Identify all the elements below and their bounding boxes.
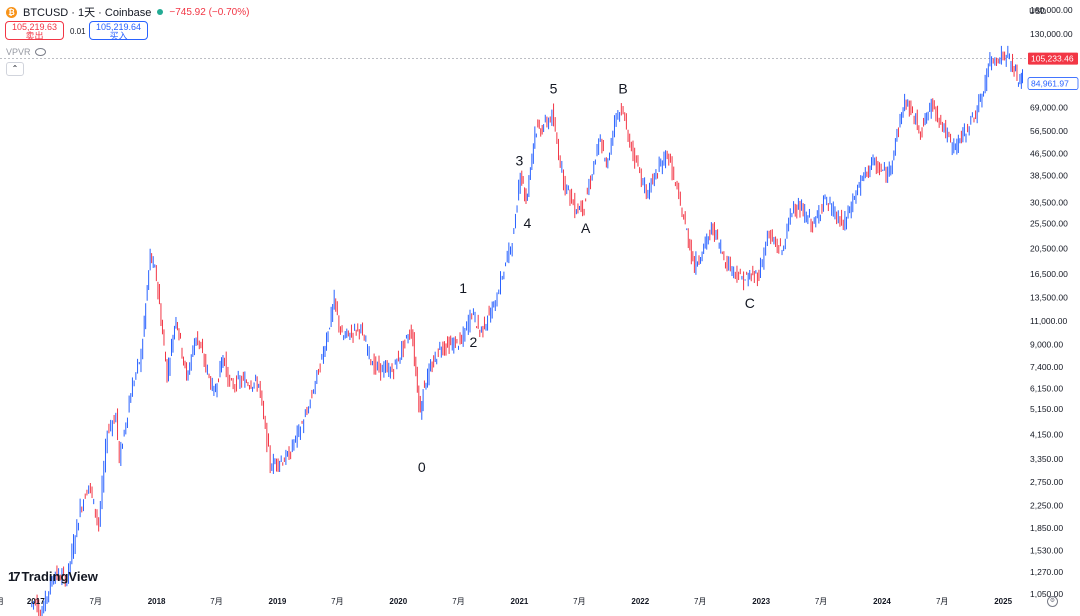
last-price-tag: [1028, 52, 1078, 65]
price-tick-label: 69,000.00: [1030, 103, 1068, 113]
wave-label: 1: [459, 280, 467, 296]
price-tick-label: 1,050.00: [1030, 589, 1063, 599]
time-tick-label: 2023: [752, 597, 770, 606]
market-status-icon: [157, 9, 164, 15]
price-change: −745.92 (−0.70%): [169, 6, 250, 18]
price-tick-label: 2,750.00: [1030, 477, 1063, 487]
price-tick-label: 38,500.00: [1030, 171, 1068, 181]
time-tick-label: 2020: [389, 597, 407, 606]
time-tick-label: 7月: [815, 597, 827, 606]
time-tick-label: 7月: [210, 597, 222, 606]
tradingview-logo[interactable]: 17 TradingView: [8, 569, 98, 584]
indicator-legend[interactable]: VPVR: [6, 47, 46, 57]
current-price-tag: [1027, 77, 1079, 90]
time-tick-label: 2025: [994, 597, 1012, 606]
price-tick-label: 9,000.00: [1030, 339, 1063, 349]
price-tick-label: 1,530.00: [1030, 545, 1063, 555]
tradingview-logo-text: TradingView: [21, 569, 98, 584]
current-price-label: 84,961.97: [1031, 79, 1069, 89]
price-tick-label: 1,850.00: [1030, 523, 1063, 533]
price-tick-label: 1,270.00: [1030, 567, 1063, 577]
price-tick-label: 5,150.00: [1030, 404, 1063, 414]
wave-annotations: 0 1 2 3 4 5 A B C: [418, 80, 755, 475]
wave-label: 3: [516, 152, 524, 168]
buy-button[interactable]: 105,219.64 买入: [89, 21, 148, 41]
price-tick-label: 11,000.00: [1030, 316, 1067, 326]
price-tick-label: 25,500.00: [1030, 218, 1068, 228]
indicator-name: VPVR: [6, 47, 31, 57]
sell-button[interactable]: 105,219.63 卖出: [5, 21, 64, 41]
wave-label: 5: [550, 80, 558, 96]
time-tick-label: 2017: [27, 597, 45, 606]
time-axis[interactable]: 月 2017 7月 2018 7月 2019 7月 2020 7月 2021 7月 2022 7月 202…: [0, 597, 1013, 606]
time-tick-label: 7月: [331, 597, 343, 606]
time-tick-label: 2022: [631, 597, 649, 606]
sell-price: 105,219.63: [11, 22, 58, 32]
wave-label: 0: [418, 459, 426, 475]
wave-label: 2: [470, 334, 478, 350]
price-tick-label: 7,400.00: [1030, 362, 1063, 372]
bitcoin-icon: ₿: [6, 6, 17, 18]
price-tick-label: 13,500.00: [1030, 292, 1068, 302]
symbol-title[interactable]: BTCUSD · 1天 · Coinbase: [23, 7, 152, 19]
price-tick-label: 30,500.00: [1030, 198, 1068, 208]
time-tick-label: 2018: [148, 597, 166, 606]
symbol-header: ₿ BTCUSD · 1天 · Coinbase −745.92 (−0.70%…: [6, 4, 249, 20]
buy-price: 105,219.64: [95, 22, 142, 32]
price-tick-label: 6,150.00: [1030, 384, 1063, 394]
tradingview-logo-mark: 17: [8, 569, 21, 584]
time-tick-label: 2021: [511, 597, 529, 606]
time-tick-label: 7月: [694, 597, 706, 606]
sell-label: 卖出: [25, 31, 44, 41]
wave-label: 4: [523, 215, 531, 231]
price-tick-label: 16,500.00: [1030, 269, 1068, 279]
price-tick-label: 4,150.00: [1030, 429, 1063, 439]
price-axis[interactable]: 1,050.00 1,270.00 1,530.00 1,850.00 2,250.00…: [1027, 5, 1079, 599]
settings-icon[interactable]: ⚙: [1047, 596, 1058, 607]
price-tick-label: 130,000.00: [1030, 29, 1073, 39]
price-tick-label: 2,250.00: [1030, 500, 1063, 510]
price-tick-label: 20,500.00: [1030, 244, 1068, 254]
price-series: [31, 45, 1024, 616]
eye-icon[interactable]: [34, 48, 46, 56]
time-tick-label: 7月: [573, 597, 585, 606]
price-tick-label: 56,500.00: [1030, 126, 1068, 136]
buy-label: 买入: [109, 31, 128, 41]
currency-label[interactable]: USD: [1029, 7, 1046, 16]
price-tick-label: 160,000.00: [1030, 5, 1073, 15]
time-tick-label: 7月: [452, 597, 464, 606]
time-tick-label: 2024: [873, 597, 891, 606]
collapse-legend-button[interactable]: ⌃: [6, 62, 24, 76]
price-tick-label: 3,350.00: [1030, 454, 1063, 464]
time-tick-label: 7月: [89, 597, 101, 606]
time-tick-label: 2019: [269, 597, 287, 606]
price-tick-label: 46,500.00: [1030, 149, 1068, 159]
wave-label: C: [745, 295, 755, 311]
time-tick-label: 月: [0, 597, 4, 606]
wave-label: A: [581, 220, 591, 236]
spread-value: 0.01: [70, 27, 86, 36]
wave-label: B: [618, 80, 627, 96]
time-tick-label: 7月: [936, 597, 948, 606]
last-price-label: 105,233.46: [1031, 54, 1074, 64]
